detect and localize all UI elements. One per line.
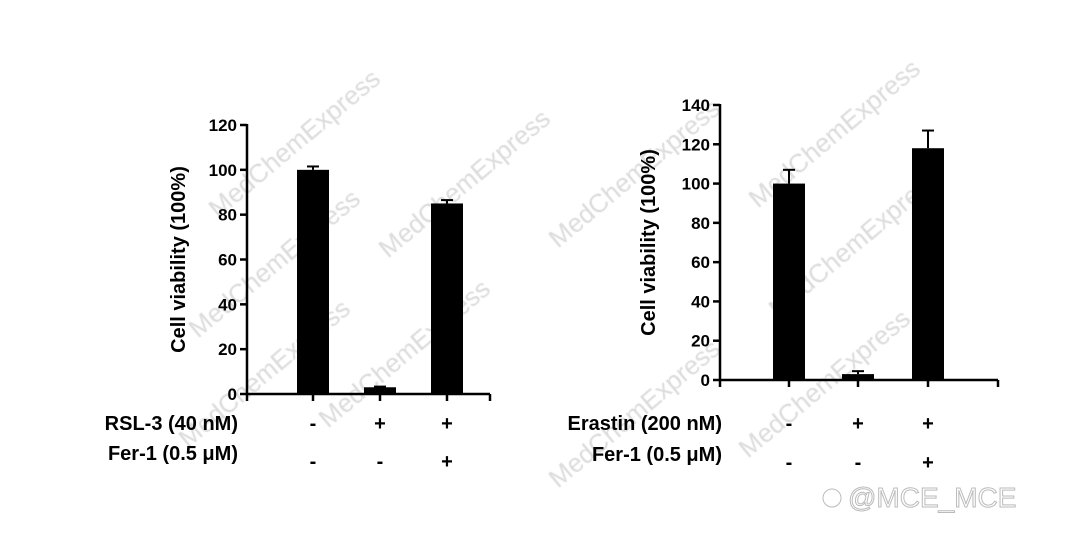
condition-label: RSL-3 (40 nM) [105,413,238,435]
condition-sign: - [786,413,793,435]
paw-icon [822,488,842,508]
y-tick-label: 0 [228,385,237,404]
y-tick-label: 0 [701,371,710,390]
y-tick-label: 20 [218,340,237,359]
y-tick-label: 40 [691,292,710,311]
y-tick-label: 60 [218,251,237,270]
bar [912,148,944,380]
bar [364,387,396,394]
bar [773,183,805,380]
condition-sign: - [786,452,793,474]
y-tick-label: 80 [218,206,237,225]
y-axis-label: Cell viability (100%) [168,166,190,353]
condition-sign: - [310,451,317,473]
chart-2: 0 20 40 60 80 100 120 140 Cell viability (100%) E… [568,96,1000,474]
y-tick-label: 80 [691,214,710,233]
bar [842,374,874,380]
condition-sign: - [310,413,317,435]
condition-sign: + [374,413,386,435]
condition-sign: + [441,451,453,473]
bar [297,169,329,394]
y-tick-label: 120 [682,135,710,154]
condition-sign: + [922,452,934,474]
condition-label: Erastin (200 nM) [568,413,722,435]
condition-sign: - [377,451,384,473]
condition-label: Fer-1 (0.5 μM) [108,443,238,465]
condition-label: Fer-1 (0.5 μM) [592,444,722,466]
credit-watermark: @MCE_MCE [848,482,1016,513]
y-tick-label: 100 [682,175,710,194]
y-tick-label: 120 [209,116,237,135]
chart-1: 0 20 40 60 80 100 120 Cell viability (100%) RSL-… [105,116,492,473]
y-tick-label: 20 [691,332,710,351]
condition-sign: + [441,413,453,435]
y-tick-label: 100 [209,161,237,180]
condition-sign: + [852,413,864,435]
y-axis-label: Cell viability (100%) [638,149,660,336]
condition-sign: - [855,452,862,474]
y-tick-label: 40 [218,295,237,314]
y-tick-label: 60 [691,253,710,272]
y-tick-label: 140 [682,96,710,115]
condition-sign: + [922,413,934,435]
bar [431,203,463,394]
